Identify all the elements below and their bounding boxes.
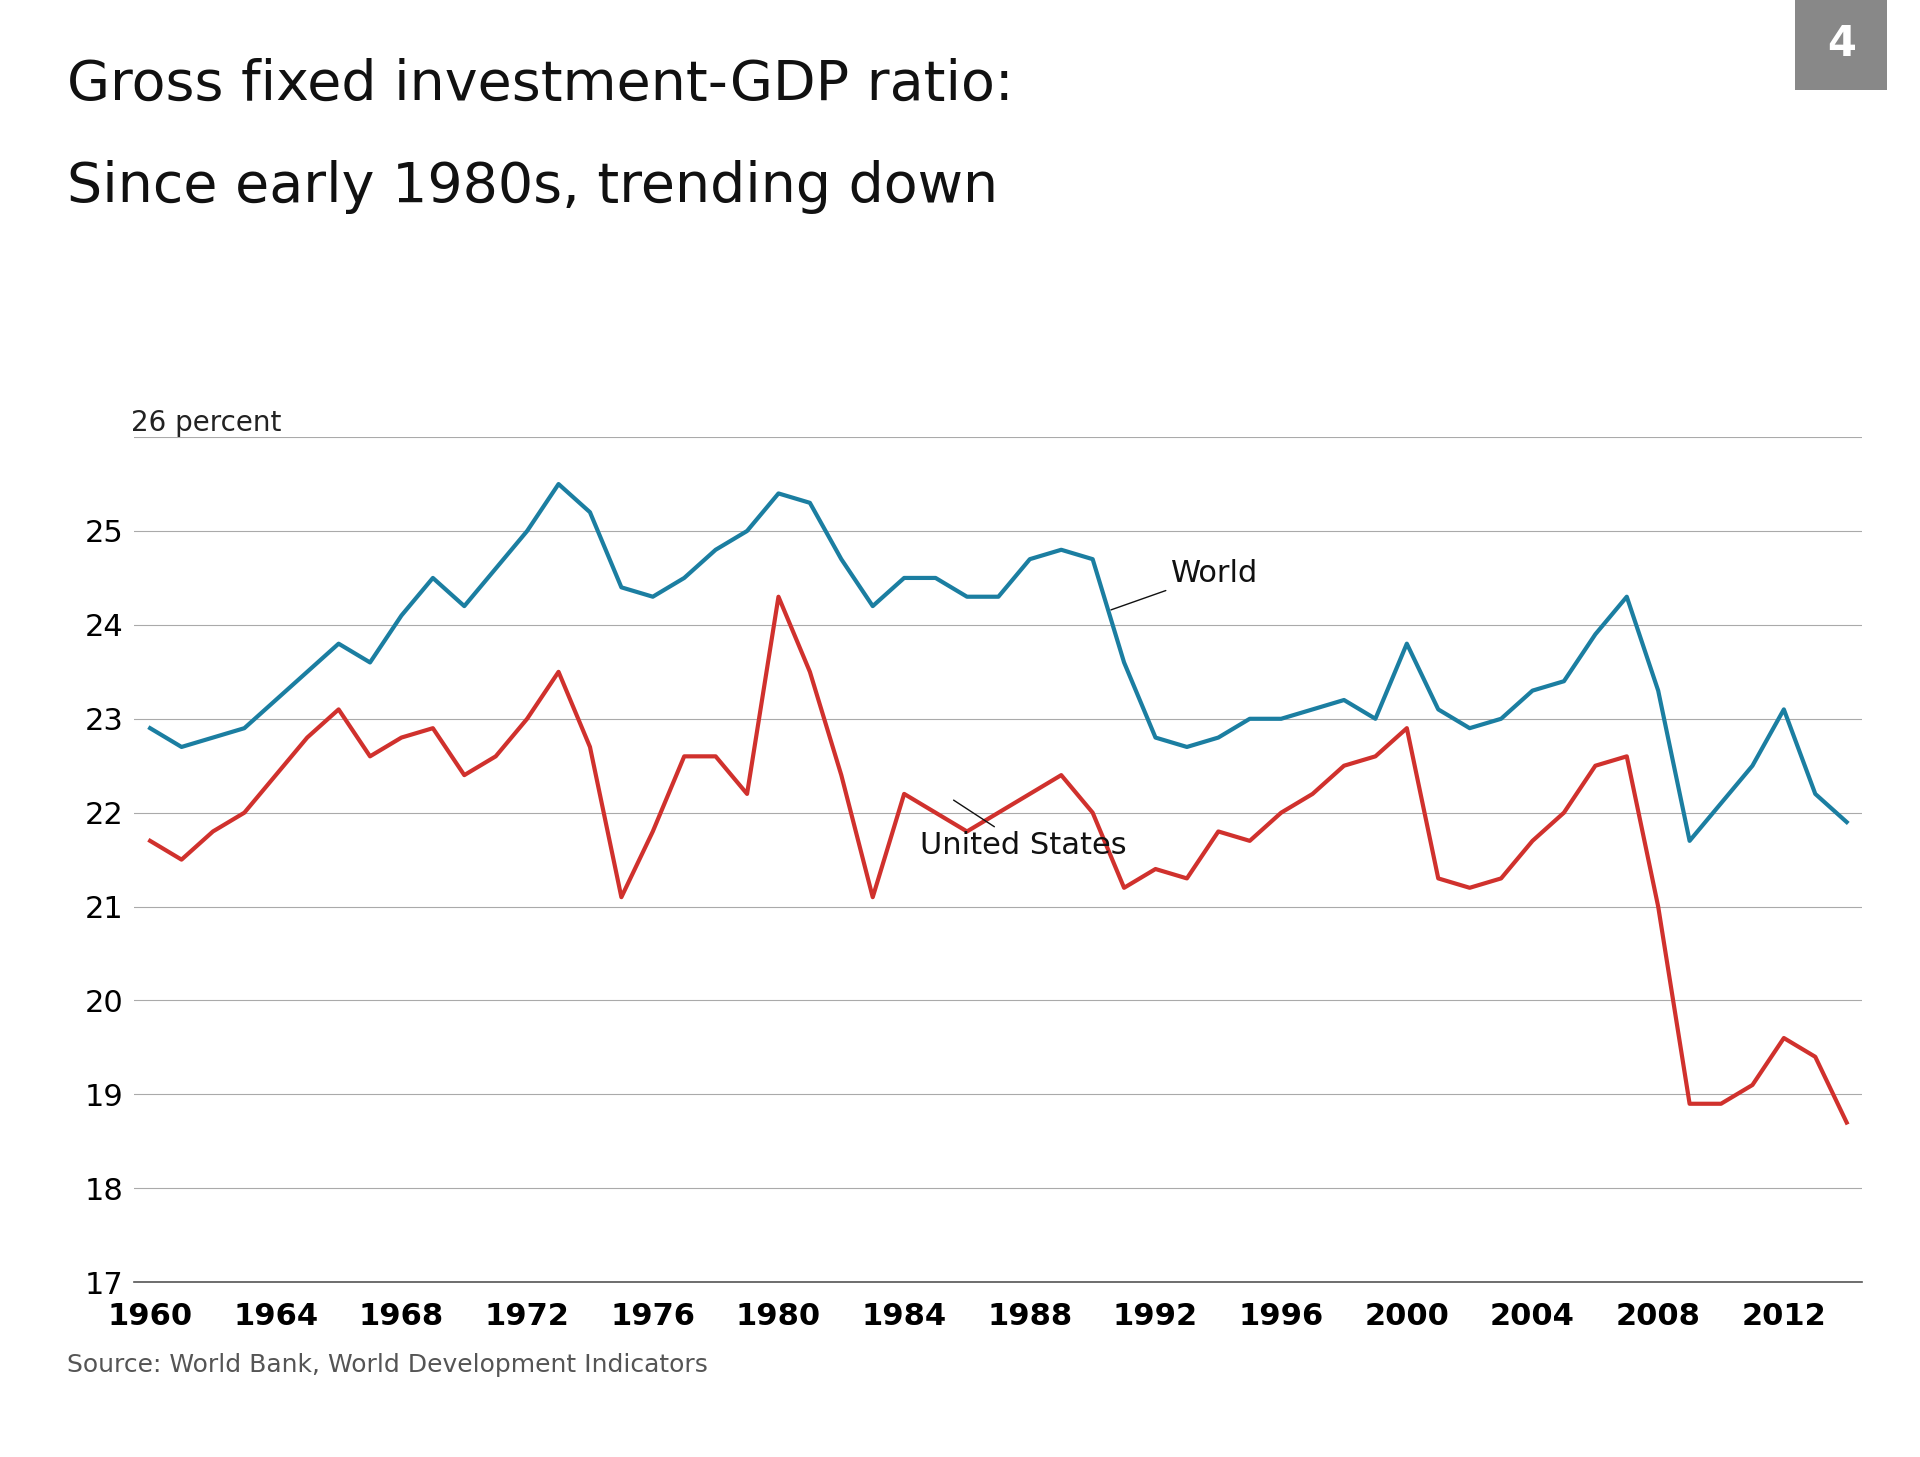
Text: Gross fixed investment-GDP ratio:: Gross fixed investment-GDP ratio: <box>67 58 1014 112</box>
Text: Since early 1980s, trending down: Since early 1980s, trending down <box>67 160 998 214</box>
Text: World: World <box>1112 558 1258 610</box>
Text: 26 percent: 26 percent <box>131 409 282 437</box>
Text: United States: United States <box>920 800 1127 860</box>
Text: 4: 4 <box>1826 23 1857 66</box>
Text: Source: World Bank, World Development Indicators: Source: World Bank, World Development In… <box>67 1354 708 1377</box>
